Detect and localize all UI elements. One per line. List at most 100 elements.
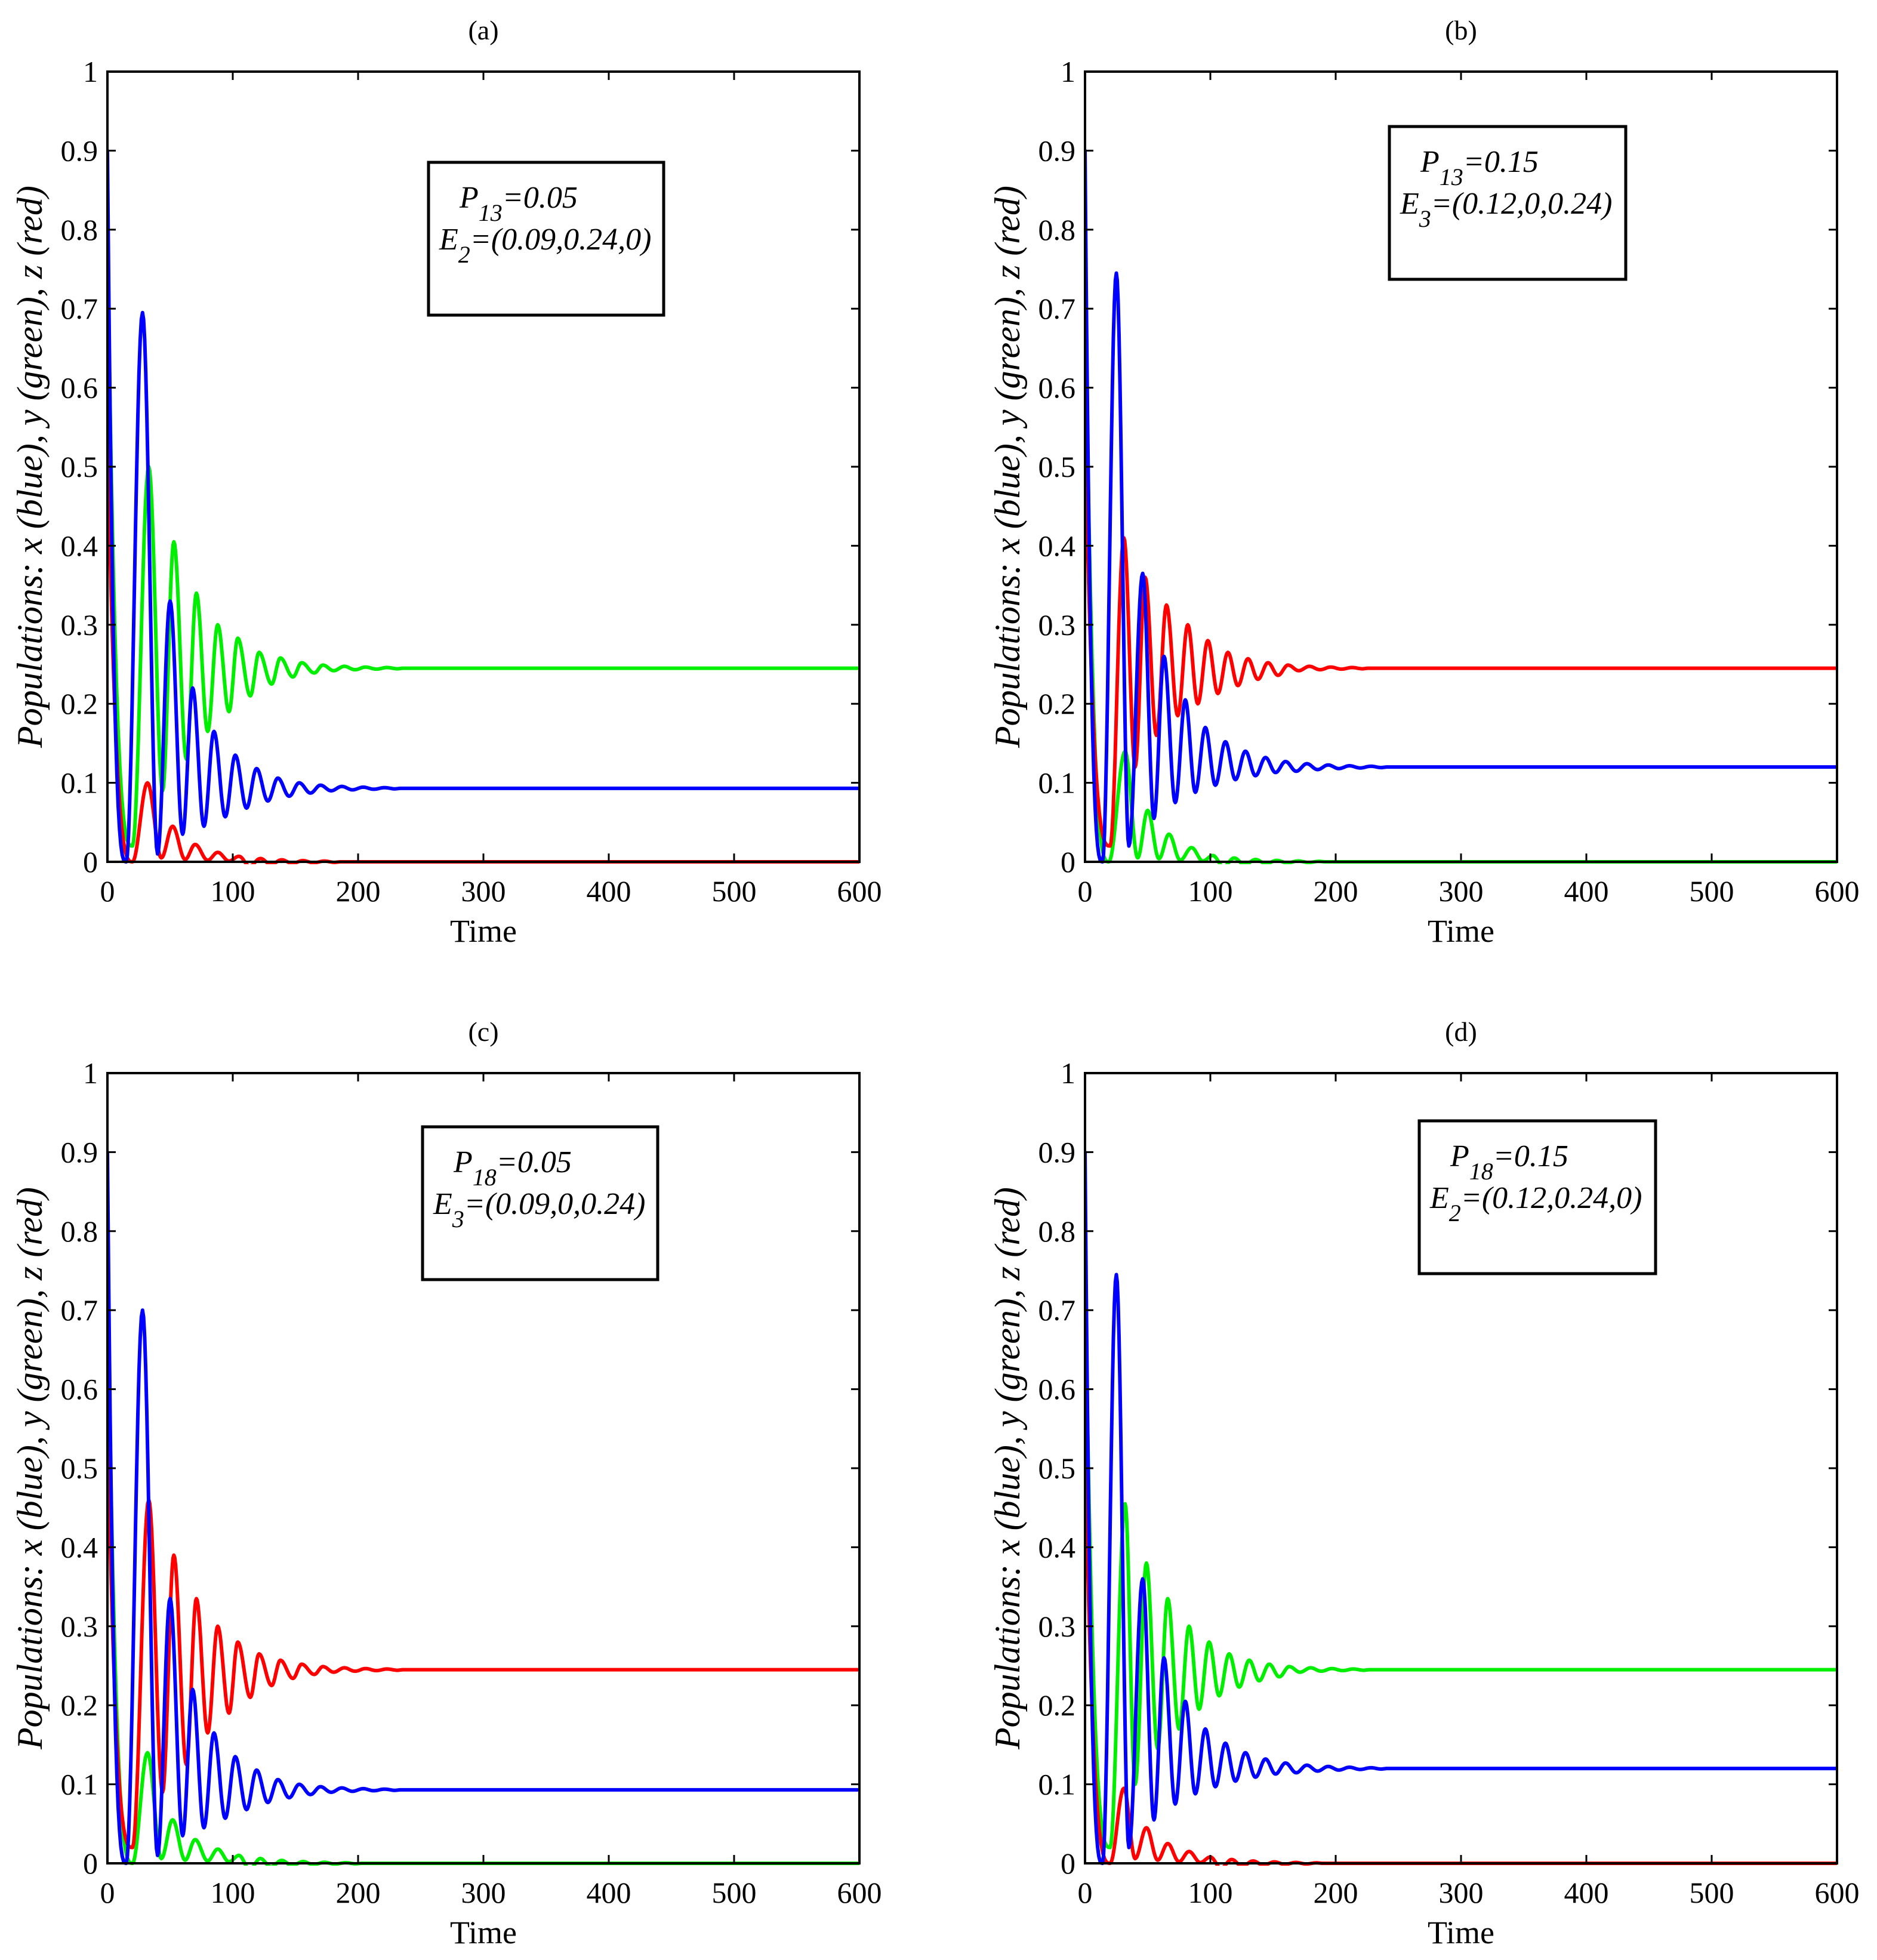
y-tick-label: 0.1 — [61, 1768, 98, 1801]
x-tick-label: 0 — [1078, 1876, 1093, 1909]
annotation-equilibrium: E3=(0.09,0,0.24) — [433, 1187, 646, 1232]
y-tick-label: 1 — [1061, 55, 1075, 88]
x-tick-label: 200 — [1314, 874, 1358, 908]
annotation-equilibrium: E3=(0.12,0,0.24) — [1400, 187, 1613, 232]
y-tick-label: 0.6 — [61, 1373, 98, 1406]
y-tick-label: 0.9 — [1038, 134, 1076, 167]
x-tick-label: 100 — [211, 874, 255, 908]
y-axis-label: Populations: x (blue), y (green), z (red… — [988, 186, 1027, 748]
x-tick-label: 500 — [1690, 1876, 1734, 1909]
y-tick-label: 0.7 — [1038, 1293, 1076, 1327]
series-line-y — [107, 227, 859, 848]
chart-panel: (d) 0 100 200 300 400 500 600 0 0.1 0.2 0.3 0.4 0.5 0.… — [988, 1016, 1860, 1950]
x-tick-label: 200 — [336, 874, 381, 908]
x-tick-label: 500 — [712, 874, 757, 908]
y-tick-label: 0.5 — [61, 450, 98, 483]
y-tick-label: 0.9 — [1038, 1135, 1076, 1169]
annotation-equilibrium: E2=(0.12,0.24,0) — [1429, 1181, 1642, 1226]
annotation-parameter: P13=0.05 — [459, 181, 578, 226]
series-line-z — [1085, 1443, 1837, 1866]
series-line-x — [1085, 149, 1837, 864]
y-tick-label: 0.8 — [61, 213, 98, 246]
y-tick-label: 0.5 — [61, 1451, 98, 1485]
x-tick-label: 500 — [1690, 874, 1734, 908]
annotation-frame — [1417, 1119, 1657, 1275]
x-tick-label: 0 — [100, 1876, 115, 1909]
y-tick-label: 1 — [1061, 1056, 1075, 1090]
x-axis-label: Time — [450, 1915, 517, 1950]
chart-panel: (b) 0 100 200 300 400 500 600 0 0.1 0.2 0.3 0.4 0.5 0.… — [988, 15, 1860, 949]
annotation-frame — [421, 1125, 659, 1281]
y-tick-label: 0.6 — [61, 371, 98, 405]
y-tick-label: 1 — [83, 1056, 98, 1090]
panel-label: (c) — [468, 1016, 498, 1047]
y-axis-label: Populations: x (blue), y (green), z (red… — [10, 1187, 50, 1750]
annotation-parameter: P13=0.15 — [1420, 145, 1539, 190]
y-tick-label: 0.7 — [1038, 292, 1076, 325]
x-tick-label: 100 — [1188, 1876, 1233, 1909]
y-tick-label: 0.8 — [1038, 213, 1076, 246]
y-tick-label: 0.9 — [61, 1135, 98, 1169]
y-tick-label: 0.5 — [1038, 450, 1076, 483]
annotation-frame — [427, 161, 665, 317]
x-tick-label: 600 — [1815, 1876, 1860, 1909]
panel-label: (d) — [1445, 1016, 1477, 1047]
y-tick-label: 0.1 — [61, 766, 98, 800]
x-tick-label: 200 — [1314, 1876, 1358, 1909]
y-tick-label: 0.8 — [1038, 1215, 1076, 1248]
x-tick-label: 400 — [587, 1876, 631, 1909]
annotation-frame — [1388, 125, 1628, 281]
y-tick-label: 0.1 — [1038, 1768, 1076, 1801]
y-tick-label: 1 — [83, 55, 98, 88]
y-tick-label: 0.6 — [1038, 371, 1076, 405]
annotation-parameter: P18=0.05 — [453, 1145, 572, 1191]
x-tick-label: 100 — [211, 1876, 255, 1909]
x-tick-label: 300 — [1439, 874, 1484, 908]
y-tick-label: 0.4 — [1038, 1530, 1076, 1564]
y-tick-label: 0.3 — [61, 608, 98, 642]
series-line-x — [107, 1150, 859, 1865]
annotation-equilibrium: E2=(0.09,0.24,0) — [439, 223, 652, 268]
x-tick-label: 500 — [712, 1876, 757, 1909]
x-tick-label: 100 — [1188, 874, 1233, 908]
y-tick-label: 0.8 — [61, 1215, 98, 1248]
y-tick-label: 0 — [83, 845, 98, 879]
y-tick-label: 0.4 — [61, 1530, 98, 1564]
y-tick-label: 0 — [1061, 1847, 1075, 1880]
y-tick-label: 0.2 — [1038, 687, 1076, 720]
y-tick-label: 0.9 — [61, 134, 98, 167]
panel-label: (a) — [468, 15, 498, 45]
y-tick-label: 0.5 — [1038, 1451, 1076, 1485]
x-axis-label: Time — [450, 913, 517, 949]
y-tick-label: 0.3 — [1038, 608, 1076, 642]
y-tick-label: 0.6 — [1038, 1373, 1076, 1406]
x-axis-label: Time — [1428, 1915, 1494, 1950]
y-tick-label: 0 — [1061, 845, 1075, 879]
annotation-parameter: P18=0.15 — [1450, 1139, 1568, 1185]
panel-label: (b) — [1445, 15, 1477, 45]
chart-panel: (c) 0 100 200 300 400 500 600 0 0.1 0.2 0.3 0.4 0.5 0.… — [10, 1016, 882, 1950]
x-tick-label: 400 — [1564, 1876, 1609, 1909]
series-line-x — [107, 149, 859, 864]
y-axis-label: Populations: x (blue), y (green), z (red… — [10, 186, 50, 748]
x-tick-label: 200 — [336, 1876, 381, 1909]
y-tick-label: 0 — [83, 1847, 98, 1880]
x-tick-label: 300 — [461, 874, 506, 908]
chart-panel: (a) 0 100 200 300 400 500 600 0 0.1 0.2 0.3 0.4 0.5 0.… — [10, 15, 882, 949]
y-axis-label: Populations: x (blue), y (green), z (red… — [988, 1187, 1027, 1750]
x-tick-label: 300 — [1439, 1876, 1484, 1909]
x-tick-label: 300 — [461, 1876, 506, 1909]
y-tick-label: 0.2 — [61, 687, 98, 720]
series-line-y — [1085, 1261, 1837, 1850]
y-tick-label: 0.4 — [61, 529, 98, 562]
x-tick-label: 600 — [837, 874, 882, 908]
y-tick-label: 0.3 — [61, 1610, 98, 1643]
x-axis-label: Time — [1428, 913, 1494, 949]
x-tick-label: 600 — [837, 1876, 882, 1909]
x-tick-label: 0 — [100, 874, 115, 908]
y-tick-label: 0.1 — [1038, 766, 1076, 800]
